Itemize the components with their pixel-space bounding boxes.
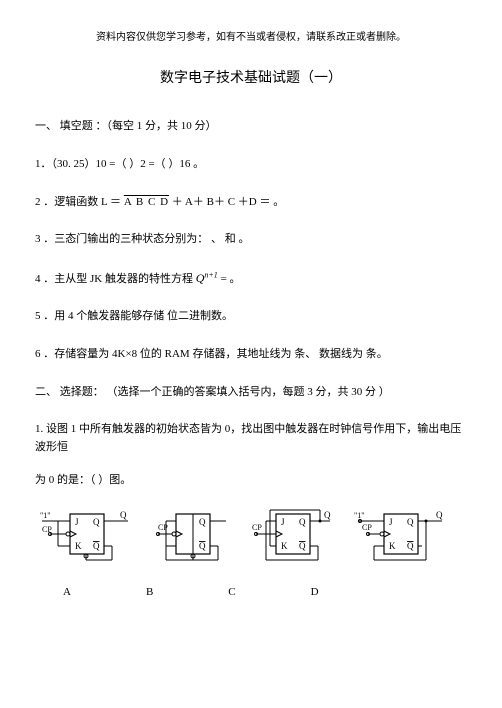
diagram-b: Q Q CP: [152, 508, 230, 566]
diagram-a: J Q K Q "1" CP Q: [40, 508, 132, 566]
diagram-c: J Q K Q CP Q: [250, 508, 334, 566]
label-qbar: Q: [407, 541, 414, 551]
label-k: K: [75, 541, 82, 551]
diagram-row: J Q K Q "1" CP Q Q Q CP: [35, 508, 467, 566]
label-qbar: Q: [299, 541, 306, 551]
q2-overline: A B C D: [124, 196, 169, 208]
label-cp: CP: [362, 523, 372, 532]
label-k: K: [281, 541, 288, 551]
section2-heading: 二、 选择题： （选择一个正确的答案填入括号内，每题 3 分，共 30 分 ）: [35, 384, 467, 402]
label-b: B: [146, 584, 153, 602]
label-q: Q: [299, 517, 306, 527]
diagram-labels-row: A B C D: [35, 584, 467, 602]
label-a: A: [63, 584, 71, 602]
label-q-out: Q: [324, 510, 331, 520]
label-qbar: Q: [93, 541, 100, 551]
q4-sup: n+1: [204, 270, 217, 279]
label-j: J: [75, 517, 79, 527]
q1: 1．（30. 25）10 =（ ）2 =（ ）16 。: [35, 156, 467, 174]
label-qbar: Q: [199, 541, 206, 551]
label-k: K: [389, 541, 396, 551]
section1-heading: 一、 填空题 ：（每空 1 分，共 10 分）: [35, 118, 467, 136]
section2-q1-line1: 1. 设图 1 中所有触发器的初始状态皆为 0，找出图中触发器在时钟信号作用下，…: [35, 421, 467, 456]
label-j: J: [281, 517, 285, 527]
q2-suffix: ＋ A＋ B＋ C ＋D ＝ 。: [169, 196, 284, 208]
q2-prefix: 2 ．逻辑函数 L ＝: [35, 196, 124, 208]
q5: 5 ．用 4 个触发器能够存储 位二进制数。: [35, 308, 467, 326]
label-q-out: Q: [120, 510, 127, 520]
label-cp: CP: [158, 523, 168, 532]
q2: 2 ．逻辑函数 L ＝ A B C D ＋ A＋ B＋ C ＋D ＝ 。: [35, 194, 467, 212]
section2-q1: 1. 设图 1 中所有触发器的初始状态皆为 0，找出图中触发器在时钟信号作用下，…: [35, 421, 467, 490]
diagram-d: J Q K Q CP "1" Q: [354, 508, 446, 566]
q4-suffix: = 。: [218, 273, 241, 285]
page-title: 数字电子技术基础试题（一）: [35, 68, 467, 90]
label-d: D: [311, 584, 319, 602]
label-q: Q: [199, 517, 206, 527]
q4-prefix: 4 ．主从型 JK 触发器的特性方程: [35, 273, 196, 285]
label-one: "1": [40, 511, 51, 520]
label-q: Q: [407, 517, 414, 527]
label-j: J: [389, 517, 393, 527]
q6: 6 ．存储容量为 4K×8 位的 RAM 存储器，其地址线为 条、 数据线为 条…: [35, 346, 467, 364]
section2-q1-line2: 为 0 的是：（ ）图。: [35, 472, 467, 490]
label-one: "1": [354, 511, 365, 520]
label-cp: CP: [252, 523, 262, 532]
label-q: Q: [93, 517, 100, 527]
q3: 3 ．三态门输出的三种状态分别为： 、 和 。: [35, 231, 467, 249]
label-c: C: [228, 584, 235, 602]
header-note: 资料内容仅供您学习参考，如有不当或者侵权，请联系改正或者删除。: [35, 30, 467, 46]
label-q-out: Q: [436, 510, 443, 520]
q4: 4 ．主从型 JK 触发器的特性方程 Qn+1 = 。: [35, 269, 467, 289]
